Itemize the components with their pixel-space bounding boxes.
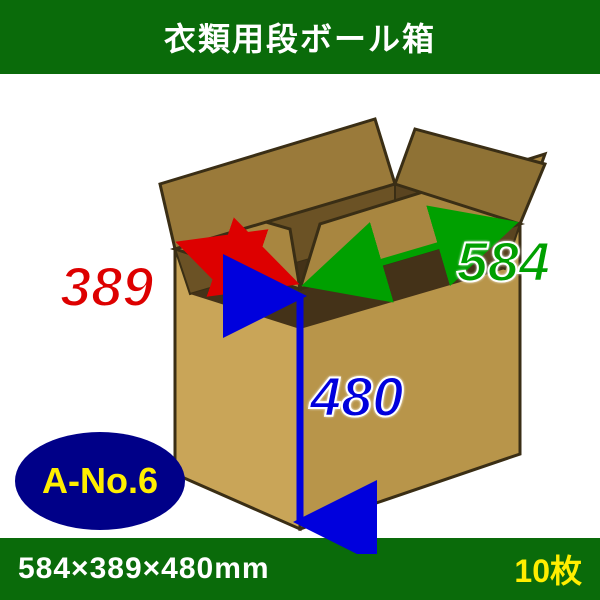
diagram-area: 389 584 480 A-No.6	[0, 74, 600, 538]
header-bar: 衣類用段ボール箱	[0, 0, 600, 74]
product-card: 衣類用段ボール箱	[0, 0, 600, 600]
dimension-width-label: 389	[60, 254, 153, 319]
dimension-height-label: 480	[310, 364, 403, 429]
product-title: 衣類用段ボール箱	[164, 21, 436, 57]
badge-label: A-No.6	[42, 460, 158, 502]
footer-dimensions: 584×389×480mm	[18, 552, 514, 586]
model-badge: A-No.6	[15, 432, 185, 530]
dimension-length-label: 584	[457, 229, 550, 294]
badge-ellipse: A-No.6	[15, 432, 185, 530]
